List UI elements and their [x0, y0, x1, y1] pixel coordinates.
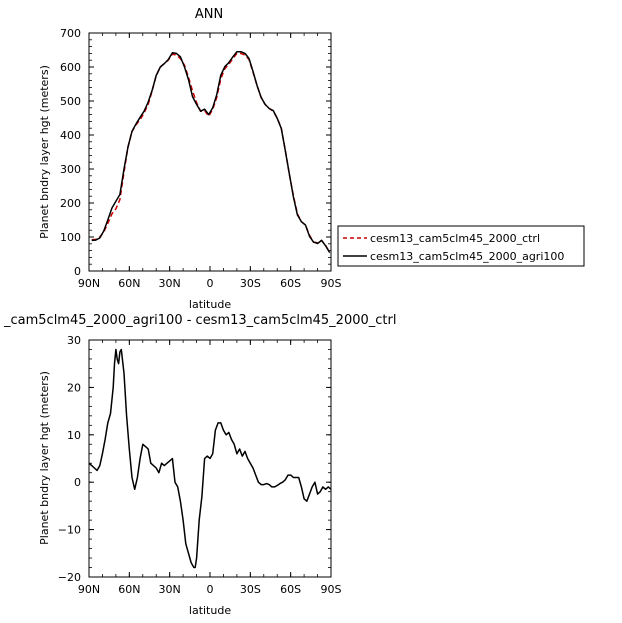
top-ylabel: Planet bndry layer hgt (meters): [38, 65, 51, 239]
legend-entry-agri100: cesm13_cam5clm45_2000_agri100: [370, 250, 564, 263]
x-tick-label: 60S: [280, 583, 301, 596]
x-tick-label: 60N: [118, 277, 140, 290]
legend: cesm13_cam5clm45_2000_ctrl cesm13_cam5cl…: [337, 225, 585, 267]
bottom-title: _cam5clm45_2000_agri100 - cesm13_cam5clm…: [3, 313, 396, 328]
x-tick-label: 30S: [240, 277, 261, 290]
x-tick-label: 30N: [159, 583, 181, 596]
y-tick-label: 300: [60, 163, 81, 176]
x-tick-label: 90N: [78, 583, 100, 596]
y-tick-label: 700: [60, 27, 81, 40]
x-tick-label: 30N: [159, 277, 181, 290]
x-tick-label: 30S: [240, 583, 261, 596]
series-line-cesm13_cam5clm45_2000_agri100: [91, 50, 331, 253]
legend-box: [337, 225, 585, 267]
y-tick-label: 20: [67, 381, 81, 394]
y-tick-label: 500: [60, 95, 81, 108]
x-tick-label: 60S: [280, 277, 301, 290]
y-tick-label: 400: [60, 129, 81, 142]
y-tick-label: −10: [58, 524, 81, 537]
x-tick-label: 90S: [321, 583, 342, 596]
y-tick-label: 10: [67, 429, 81, 442]
bottom-ylabel: Planet bndry layer hgt (meters): [38, 371, 51, 545]
panel-top: ANN 90N 60N 30N 0 30S 60S 90S 0 100 200 300 400 500 6…: [38, 7, 342, 311]
x-tick-label: 90N: [78, 277, 100, 290]
y-tick-label: 0: [74, 265, 81, 278]
top-xlabel: latitude: [189, 298, 231, 311]
bottom-xlabel: latitude: [189, 604, 231, 617]
x-tick-label: 0: [207, 277, 214, 290]
top-plot-frame: [88, 32, 332, 272]
panel-bottom: _cam5clm45_2000_agri100 - cesm13_cam5clm…: [3, 313, 396, 617]
y-tick-label: 600: [60, 61, 81, 74]
x-tick-label: 90S: [321, 277, 342, 290]
legend-entry-ctrl: cesm13_cam5clm45_2000_ctrl: [370, 232, 540, 245]
y-tick-label: −20: [58, 571, 81, 584]
x-tick-label: 0: [207, 583, 214, 596]
y-tick-label: 100: [60, 231, 81, 244]
y-tick-label: 0: [74, 476, 81, 489]
x-tick-label: 60N: [118, 583, 140, 596]
y-tick-label: 30: [67, 334, 81, 347]
top-title: ANN: [195, 7, 223, 22]
series-line-panel1-series-0: [88, 348, 332, 569]
y-tick-label: 200: [60, 197, 81, 210]
